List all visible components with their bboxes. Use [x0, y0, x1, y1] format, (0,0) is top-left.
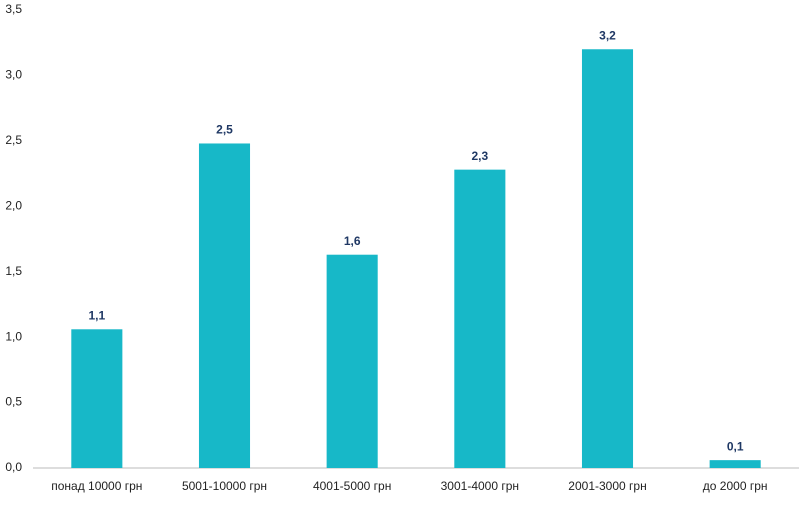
value-label: 1,1	[88, 308, 105, 322]
x-tick-label: 3001-4000 грн	[441, 479, 519, 493]
y-tick-label: 0,5	[5, 395, 22, 409]
x-tick-label: понад 10000 грн	[51, 479, 142, 493]
bar	[709, 460, 761, 468]
y-tick-label: 2,5	[5, 133, 22, 147]
bar	[71, 329, 123, 468]
value-label: 1,6	[344, 234, 361, 248]
x-tick-label: 4001-5000 грн	[313, 479, 391, 493]
y-tick-label: 3,5	[5, 2, 22, 16]
bar	[326, 254, 378, 468]
bar	[454, 169, 506, 468]
value-label: 2,5	[216, 123, 233, 137]
y-tick-label: 2,0	[5, 198, 22, 212]
x-tick-label: 5001-10000 грн	[182, 479, 267, 493]
bar	[581, 49, 634, 468]
y-tick-label: 1,5	[5, 264, 22, 278]
x-tick-label: до 2000 грн	[703, 479, 768, 493]
x-tick-label: 2001-3000 грн	[568, 479, 646, 493]
bar	[198, 143, 251, 468]
value-label: 0,1	[727, 439, 744, 453]
y-tick-label: 3,0	[5, 68, 22, 82]
value-label: 2,3	[471, 149, 488, 163]
value-label: 3,2	[599, 28, 616, 42]
y-tick-label: 0,0	[5, 460, 22, 474]
y-tick-label: 1,0	[5, 329, 22, 343]
